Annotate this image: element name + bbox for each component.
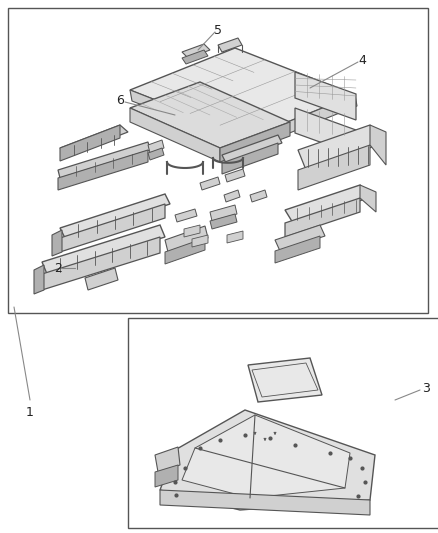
Polygon shape [34, 265, 44, 294]
Polygon shape [220, 122, 290, 162]
Polygon shape [298, 125, 378, 170]
Polygon shape [298, 145, 370, 190]
Polygon shape [60, 125, 128, 155]
Text: 3: 3 [422, 382, 430, 394]
Polygon shape [200, 177, 220, 190]
Polygon shape [222, 143, 278, 174]
Polygon shape [182, 44, 210, 58]
Polygon shape [182, 50, 208, 64]
Polygon shape [275, 236, 320, 263]
Polygon shape [218, 38, 242, 52]
Polygon shape [360, 185, 376, 212]
Polygon shape [227, 231, 243, 243]
Polygon shape [165, 226, 208, 252]
Polygon shape [155, 465, 178, 487]
Polygon shape [60, 204, 165, 252]
Polygon shape [60, 194, 170, 238]
Polygon shape [85, 268, 118, 290]
Text: 1: 1 [26, 407, 34, 419]
Polygon shape [148, 140, 164, 153]
Text: 6: 6 [116, 93, 124, 107]
Polygon shape [42, 237, 160, 290]
Polygon shape [165, 238, 205, 264]
Polygon shape [184, 225, 200, 237]
Polygon shape [60, 125, 120, 161]
Polygon shape [285, 198, 360, 237]
Text: 2: 2 [54, 262, 62, 274]
Polygon shape [210, 205, 237, 221]
Polygon shape [130, 108, 220, 162]
Text: 5: 5 [214, 23, 222, 36]
Polygon shape [175, 209, 197, 222]
Polygon shape [224, 190, 240, 202]
Polygon shape [160, 410, 375, 510]
Polygon shape [250, 190, 267, 202]
Bar [128, 318, 438, 528]
Polygon shape [285, 185, 368, 223]
Polygon shape [160, 490, 370, 515]
Bar [8, 8, 428, 313]
Polygon shape [192, 235, 208, 247]
Polygon shape [155, 447, 180, 472]
Polygon shape [252, 363, 318, 397]
Polygon shape [248, 358, 322, 402]
Polygon shape [130, 48, 355, 137]
Polygon shape [222, 135, 282, 163]
Polygon shape [295, 72, 356, 120]
Polygon shape [148, 148, 164, 160]
Text: 4: 4 [358, 53, 366, 67]
Polygon shape [295, 108, 356, 155]
Polygon shape [370, 125, 386, 165]
Polygon shape [130, 90, 252, 148]
Polygon shape [182, 415, 350, 498]
Polygon shape [52, 230, 62, 256]
Polygon shape [210, 214, 237, 229]
Polygon shape [275, 225, 325, 251]
Polygon shape [58, 150, 148, 190]
Polygon shape [130, 82, 290, 148]
Polygon shape [42, 225, 165, 274]
Polygon shape [58, 142, 150, 178]
Polygon shape [225, 169, 245, 182]
Polygon shape [250, 95, 357, 148]
